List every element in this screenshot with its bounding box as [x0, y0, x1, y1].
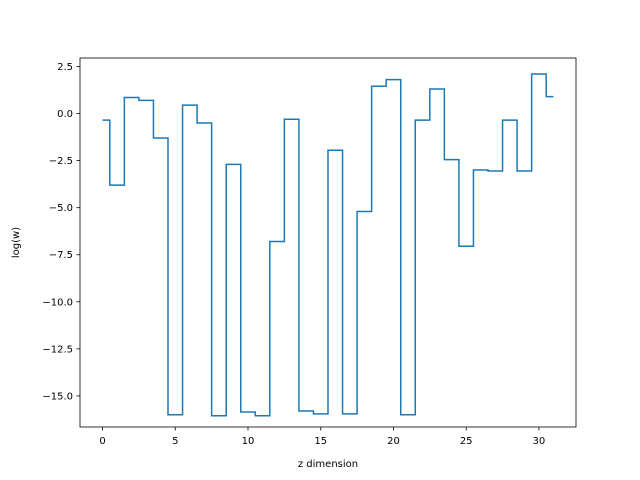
y-axis-label: log(w)	[11, 227, 22, 258]
y-tick-label: −2.5	[49, 156, 73, 167]
x-tick-label: 15	[314, 436, 327, 447]
y-axis-ticks: 2.5 0.0 −2.5 −5.0 −7.5 −10.0 −12.5 −15.0	[42, 62, 80, 402]
y-tick-label: −5.0	[49, 203, 73, 214]
x-tick-label: 10	[242, 436, 255, 447]
y-tick-label: −15.0	[42, 391, 73, 402]
x-tick-label: 0	[99, 436, 105, 447]
axes-frame	[79, 57, 577, 428]
series-line-0	[102, 73, 554, 417]
x-tick-label: 5	[172, 436, 178, 447]
x-axis-label: z dimension	[298, 459, 358, 470]
y-tick-label: −7.5	[49, 250, 73, 261]
x-tick-label: 25	[460, 436, 473, 447]
x-tick-label: 30	[533, 436, 546, 447]
y-tick-label: 2.5	[57, 62, 73, 73]
y-tick-label: −10.0	[42, 297, 73, 308]
x-tick-label: 20	[387, 436, 400, 447]
y-tick-label: 0.0	[57, 109, 73, 120]
y-tick-label: −12.5	[42, 344, 73, 355]
x-axis-ticks: 0 5 10 15 20 25 30	[99, 427, 545, 447]
series-layer	[102, 73, 554, 417]
